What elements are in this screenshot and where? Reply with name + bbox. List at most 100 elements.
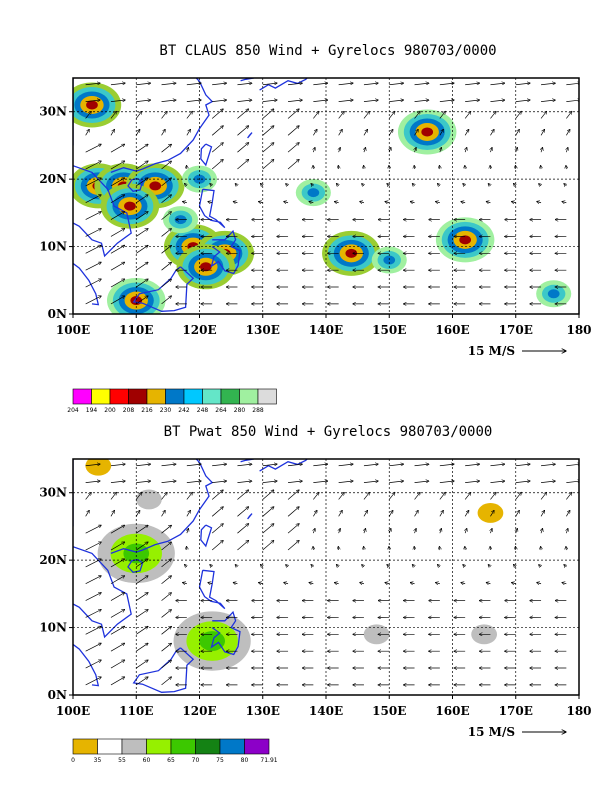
wind-vector	[566, 147, 568, 153]
wind-vector	[136, 144, 148, 153]
wind-vector	[211, 540, 223, 551]
wind-vector	[85, 195, 102, 204]
colorbar-swatch	[257, 388, 277, 405]
colorbar-label: 204	[67, 407, 79, 414]
x-tick-label: 130E	[246, 704, 280, 718]
field-patch	[547, 289, 560, 299]
axis-ticks: 100E 110E 120E 130E 140E 150E 160E 170E 180 0N 10N…	[39, 105, 591, 337]
wind-vector	[161, 542, 172, 551]
wind-vector	[135, 111, 142, 119]
wind-vector	[539, 184, 541, 186]
grid-lines	[73, 459, 579, 695]
wind-vector	[288, 481, 302, 483]
wind-vector	[212, 481, 226, 483]
wind-vector	[313, 510, 317, 517]
wind-vector	[208, 583, 213, 584]
wind-vector	[161, 660, 172, 669]
wind-vector	[237, 159, 248, 170]
wind-vector	[389, 83, 403, 85]
wind-vectors	[85, 464, 579, 685]
wind-vector	[136, 559, 148, 568]
wind-vector	[539, 565, 541, 567]
wind-vector	[262, 100, 277, 102]
wind-vector	[287, 126, 299, 136]
colorbar: 204 194 200 208 216 230 242 248 264 280 288	[67, 388, 277, 414]
wind-vector	[136, 229, 148, 237]
wind-vector	[541, 83, 555, 85]
wind-vectors	[85, 83, 579, 305]
wind-vector	[85, 481, 100, 483]
colorbar-label: 0	[71, 757, 75, 764]
wind-vector	[313, 83, 327, 85]
wind-vector	[110, 195, 125, 204]
wind-vector	[237, 524, 248, 534]
wind-vector	[511, 583, 516, 584]
colorbar-label: 194	[86, 407, 98, 414]
y-tick-label: 20N	[39, 553, 67, 567]
wind-vector	[85, 626, 102, 635]
x-tick-label: 140E	[309, 704, 343, 718]
wind-vector	[237, 464, 251, 466]
x-tick-label: 120E	[182, 323, 216, 337]
wind-vector	[488, 565, 490, 567]
wind-vector	[186, 510, 191, 517]
wind-vector	[110, 279, 125, 288]
wind-vector	[161, 245, 172, 254]
wind-vector	[490, 510, 494, 517]
wind-vector	[414, 129, 419, 136]
wind-vector	[412, 184, 414, 186]
wind-vector	[562, 202, 567, 203]
wind-vector	[161, 83, 176, 85]
wind-vector	[363, 492, 370, 500]
wind-vector	[136, 83, 150, 85]
coastline	[247, 513, 253, 520]
wind-vector	[387, 184, 389, 186]
wind-vector	[135, 129, 140, 136]
wind-vector	[440, 147, 442, 153]
wind-vector	[211, 143, 223, 153]
wind-vector	[258, 583, 263, 584]
coastline	[73, 165, 132, 258]
wind-vector	[237, 126, 248, 136]
wind-vector	[136, 660, 148, 669]
wind-vector	[339, 528, 341, 534]
wind-vector	[464, 492, 471, 500]
colorbar-label: 200	[104, 407, 116, 414]
wind-vector	[311, 184, 313, 186]
wind-vector	[237, 490, 248, 500]
field-patch	[136, 489, 162, 510]
colorbar-label: 80	[241, 757, 249, 764]
wind-vector	[338, 464, 353, 466]
wind-vector	[110, 262, 125, 271]
wind-vector	[541, 100, 555, 102]
wind-vector	[161, 525, 172, 534]
coastline	[198, 188, 226, 229]
wind-vector	[161, 626, 172, 635]
wind-vector	[262, 481, 277, 483]
wind-vector	[185, 565, 187, 567]
wind-vector	[211, 490, 223, 500]
wind-vector	[389, 464, 403, 466]
wind-vector	[136, 481, 150, 483]
wind-vector	[388, 510, 393, 517]
wind-vector	[85, 510, 90, 517]
wind-vector	[515, 83, 530, 85]
colorbar-label: 35	[94, 757, 102, 764]
colorbar-swatch	[72, 388, 92, 405]
wind-vector	[513, 184, 515, 186]
wind-vector	[385, 202, 390, 203]
vector-reference-label: 15 M/S	[468, 344, 515, 358]
wind-vector	[490, 492, 496, 500]
wind-vector	[410, 202, 415, 203]
wind-vector	[85, 144, 102, 153]
coastline	[110, 78, 214, 174]
wind-vector	[490, 100, 504, 102]
wind-vector	[363, 100, 378, 102]
wind-vector	[210, 184, 212, 186]
wind-vector	[85, 296, 102, 305]
wind-vector	[435, 202, 440, 203]
colorbar-label: 230	[160, 407, 172, 414]
wind-vector	[414, 510, 419, 517]
colorbar-swatch	[146, 738, 172, 755]
